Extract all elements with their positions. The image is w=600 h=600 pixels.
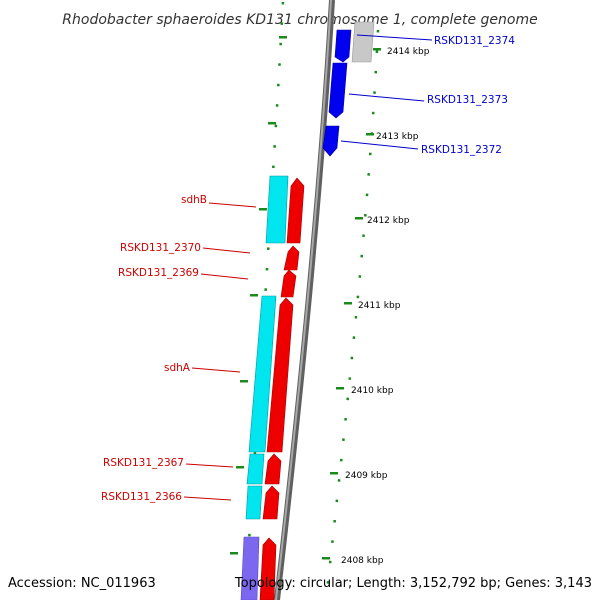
gene-rskd131-2372[interactable] [322,125,340,157]
gene-rskd131-2373[interactable] [328,62,348,119]
major-tick [336,387,344,390]
gene-gray-feature[interactable] [351,21,375,63]
gene-label-rskd131-2369[interactable]: RSKD131_2369 [118,267,199,279]
leader-line [208,202,257,208]
major-tick [355,217,363,220]
leader-line [340,140,419,150]
gene-label-rskd131-2374[interactable]: RSKD131_2374 [434,35,515,47]
topology-text: Topology: circular; Length: 3,152,792 bp… [234,576,592,591]
major-tick [259,208,267,211]
backbone-line [274,0,335,600]
gene-label-rskd131-2372[interactable]: RSKD131_2372 [421,144,502,156]
gene-rskd131-2369[interactable] [280,269,297,298]
major-tick [230,552,238,555]
scale-label: 2411 kbp [358,301,401,311]
gene-rskd131-2367[interactable] [264,453,282,485]
scale-label: 2412 kbp [367,216,410,226]
gene-label-sdhB[interactable]: sdhB [181,194,207,206]
gene-label-sdhA[interactable]: sdhA [164,362,191,374]
leader-line [191,367,241,373]
major-tick [250,294,258,297]
forward-genes [322,21,375,157]
gene-label-rskd131-2367[interactable]: RSKD131_2367 [103,457,184,469]
leader-line [185,463,234,468]
scale-label: 2408 kbp [341,556,384,566]
leader-line [202,247,251,254]
gene-rskd131-2374[interactable] [334,29,352,63]
gene-label-rskd131-2366[interactable]: RSKD131_2366 [101,491,182,503]
reverse-genes [240,175,305,600]
gene-red-bottom[interactable] [259,537,277,600]
scale-label: 2413 kbp [376,132,419,142]
leader-line [348,93,425,102]
gene-label-rskd131-2373[interactable]: RSKD131_2373 [427,94,508,106]
gene-rskd131-2366[interactable] [262,485,280,520]
major-tick [268,122,276,125]
gene-sdhB[interactable] [286,177,305,244]
scale-label: 2410 kbp [351,386,394,396]
gene-sdhB-cyan[interactable] [265,175,289,244]
scale-label: 2409 kbp [345,471,388,481]
map-title: Rhodobacter sphaeroides KD131 chromosome… [62,12,537,28]
major-ticks [230,36,381,560]
gene-purple-feature[interactable] [240,536,260,600]
scale-labels: 2414 kbp 2413 kbp 2412 kbp 2411 kbp 2410… [341,47,430,566]
gene-sdhA-cyan[interactable] [248,295,277,453]
major-tick [373,48,381,51]
major-tick [279,36,287,39]
gene-label-rskd131-2370[interactable]: RSKD131_2370 [120,242,201,254]
major-tick [236,466,244,469]
leader-line [183,496,232,501]
gene-sdhA[interactable] [266,297,294,453]
gene-2367-cyan[interactable] [246,453,265,485]
gene-2366-cyan[interactable] [245,485,263,520]
major-tick [240,380,248,383]
accession-text: Accession: NC_011963 [8,576,156,591]
major-tick [344,302,352,305]
major-tick [330,472,338,475]
leader-line [200,273,249,280]
left-gene-labels: sdhB RSKD131_2370 RSKD131_2369 sdhA RSKD… [101,194,257,503]
major-tick [322,557,330,560]
backbone-highlight [275,0,332,600]
right-gene-labels: RSKD131_2374 RSKD131_2373 RSKD131_2372 [340,34,515,156]
gene-rskd131-2370[interactable] [283,245,300,271]
leader-line [356,34,433,41]
major-tick [366,133,374,136]
scale-label: 2414 kbp [387,47,430,57]
